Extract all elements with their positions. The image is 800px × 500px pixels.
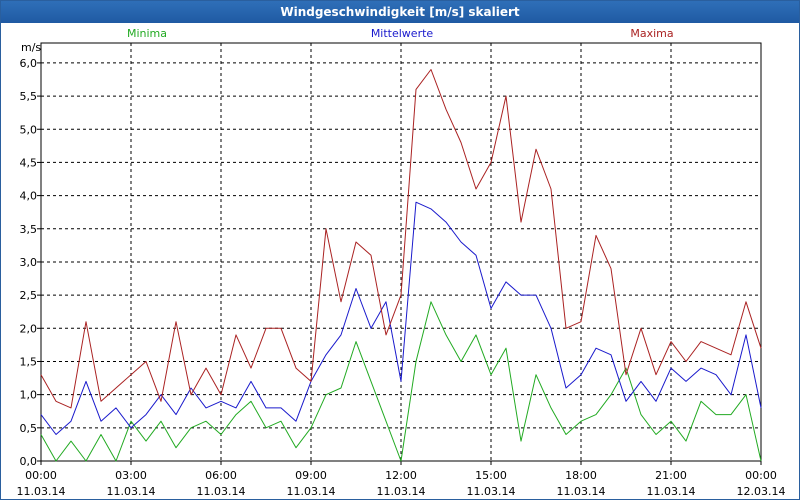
x-tick-label-time: 21:00 — [655, 469, 687, 482]
x-tick-label-date: 11.03.14 — [377, 485, 426, 498]
x-tick-label-time: 00:00 — [745, 469, 777, 482]
window-title: Windgeschwindigkeit [m/s] skaliert — [1, 1, 799, 23]
grid — [40, 43, 762, 462]
x-tick-label-time: 18:00 — [565, 469, 597, 482]
x-tick-label-date: 11.03.14 — [647, 485, 696, 498]
y-tick-label: 4,0 — [20, 190, 38, 203]
series-minima-line — [40, 301, 762, 462]
legend: Minima Mittelwerte Maxima — [127, 27, 674, 40]
x-tick-label-time: 06:00 — [205, 469, 237, 482]
y-tick-label: 5,5 — [20, 90, 38, 103]
x-tick-label-time: 09:00 — [295, 469, 327, 482]
y-tick-label: 2,0 — [20, 322, 38, 335]
series-mittelwerte-line — [40, 201, 762, 435]
legend-minima: Minima — [127, 27, 167, 40]
x-tick-label-time: 03:00 — [115, 469, 147, 482]
x-tick-label-date: 11.03.14 — [17, 485, 66, 498]
x-tick-label-date: 11.03.14 — [557, 485, 606, 498]
y-tick-label: 6,0 — [20, 57, 38, 70]
legend-mittelwerte: Mittelwerte — [371, 27, 434, 40]
y-tick-label: 5,0 — [20, 123, 38, 136]
x-tick-label-time: 15:00 — [475, 469, 507, 482]
legend-maxima: Maxima — [630, 27, 673, 40]
series — [40, 69, 762, 462]
x-tick-label-date: 11.03.14 — [197, 485, 246, 498]
y-tick-label: 1,5 — [20, 355, 38, 368]
axes: 0,0 0,5 1,0 1,5 2,0 2,5 3,0 3,5 4,0 4,5 5,0 5,5 6,0 0… — [17, 42, 786, 498]
x-tick-label-time: 00:00 — [25, 469, 57, 482]
x-tick-label-date: 11.03.14 — [287, 485, 336, 498]
y-tick-label: 3,0 — [20, 256, 38, 269]
x-tick-label-date: 11.03.14 — [467, 485, 516, 498]
x-tick-label-time: 12:00 — [385, 469, 417, 482]
y-tick-label: 4,5 — [20, 156, 38, 169]
y-tick-label: 0,0 — [20, 455, 38, 468]
series-maxima-line — [40, 69, 762, 409]
y-tick-label: 1,0 — [20, 389, 38, 402]
y-tick-label: 2,5 — [20, 289, 38, 302]
y-axis-label: m/s — [21, 41, 41, 54]
y-tick-label: 3,5 — [20, 223, 38, 236]
x-tick-label-date: 12.03.14 — [737, 485, 786, 498]
x-tick-label-date: 11.03.14 — [107, 485, 156, 498]
y-tick-label: 0,5 — [20, 422, 38, 435]
